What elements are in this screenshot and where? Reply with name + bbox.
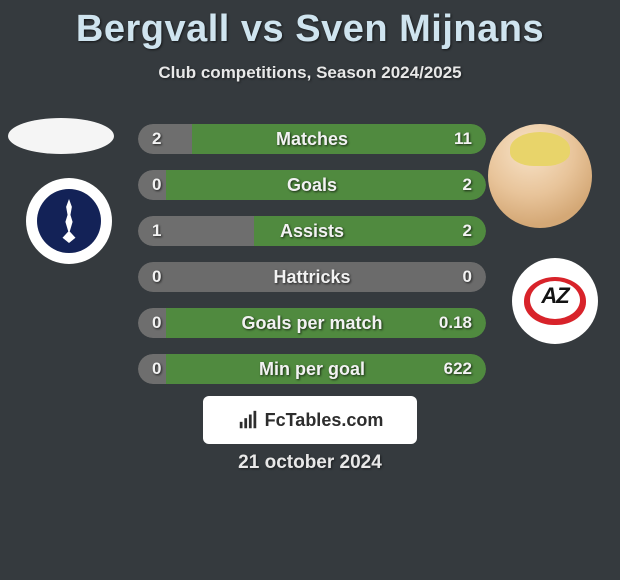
stat-row: 00Hattricks <box>138 262 486 292</box>
club-left-badge <box>26 178 112 264</box>
stat-row: 12Assists <box>138 216 486 246</box>
chart-icon <box>237 409 259 431</box>
stat-label: Goals per match <box>138 308 486 338</box>
stat-label: Goals <box>138 170 486 200</box>
player-left-avatar <box>8 118 114 154</box>
az-crest-icon <box>524 277 586 325</box>
stat-row: 0622Min per goal <box>138 354 486 384</box>
stat-row: 02Goals <box>138 170 486 200</box>
tottenham-crest-icon <box>37 189 101 253</box>
stats-container: 211Matches 02Goals 12Assists 00Hattricks 00.… <box>138 124 486 400</box>
source-badge: FcTables.com <box>203 396 417 444</box>
player-right-avatar <box>488 124 592 228</box>
stat-row: 211Matches <box>138 124 486 154</box>
stat-row: 00.18Goals per match <box>138 308 486 338</box>
comparison-title: Bergvall vs Sven Mijnans <box>0 0 620 51</box>
source-label: FcTables.com <box>265 410 384 431</box>
stat-label: Assists <box>138 216 486 246</box>
club-right-badge <box>512 258 598 344</box>
stat-label: Matches <box>138 124 486 154</box>
stat-label: Hattricks <box>138 262 486 292</box>
stat-label: Min per goal <box>138 354 486 384</box>
footer-date: 21 october 2024 <box>0 452 620 474</box>
comparison-subtitle: Club competitions, Season 2024/2025 <box>0 63 620 83</box>
